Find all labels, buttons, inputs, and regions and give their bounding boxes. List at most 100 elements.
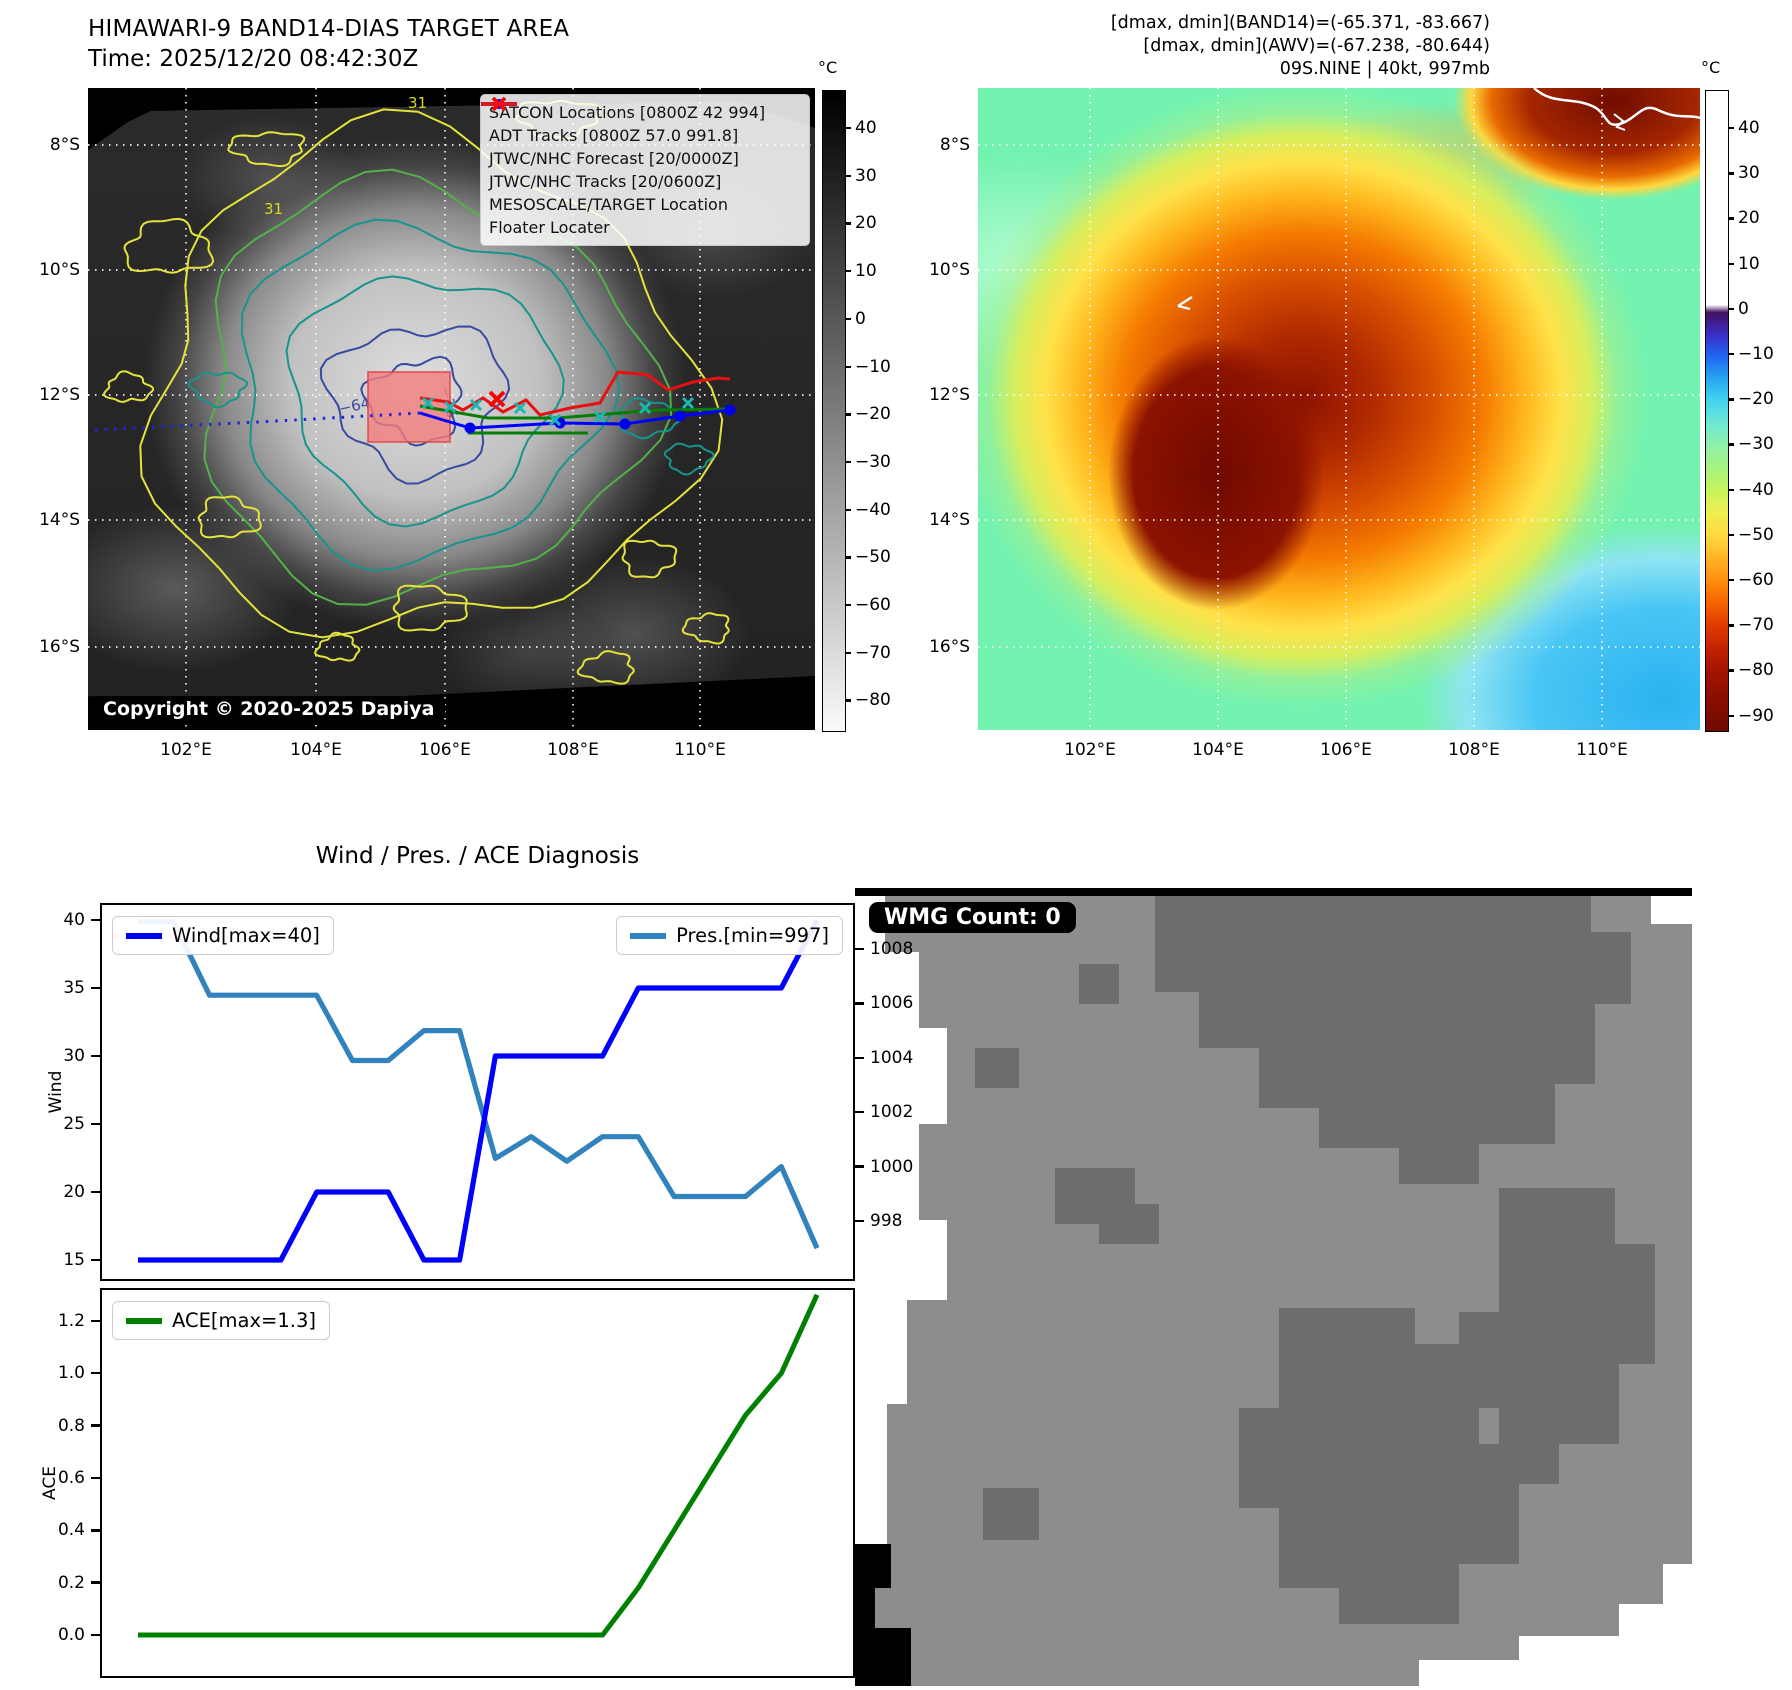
target-area-box — [367, 371, 451, 443]
wmg-count-badge: WMG Count: 0 — [869, 902, 1076, 933]
wmg-mask-image — [855, 888, 1692, 1686]
jtwc-track — [419, 408, 731, 430]
awv-colorbar-tick-label: −70 — [1738, 615, 1774, 636]
wind-ytick-label: 15 — [63, 1250, 85, 1270]
ace-ytick-mark — [91, 1424, 100, 1427]
ace-ytick-label: 0.8 — [57, 1415, 85, 1436]
satcon-marker — [443, 400, 457, 414]
lon-tick-label: 110°E — [1576, 740, 1628, 760]
wind-legend-label: Wind[max=40] — [172, 924, 320, 947]
pressure-legend-box: Pres.[min=997] — [616, 916, 843, 955]
satcon-marker — [421, 396, 435, 410]
adt-track — [419, 404, 731, 420]
wind-ytick-label: 30 — [63, 1046, 85, 1066]
diagnosis-title: Wind / Pres. / ACE Diagnosis — [315, 843, 640, 869]
pressure-ytick-mark — [855, 1219, 864, 1223]
ace-ytick-mark — [91, 1476, 100, 1480]
legend-item-label: SATCON Locations [0800Z 42 994] — [489, 103, 766, 122]
wind-ytick-mark — [91, 1054, 100, 1058]
contour-label: −64 — [337, 394, 372, 418]
pressure-ytick-mark — [855, 1165, 864, 1168]
band14-colorbar-tick-mark — [845, 222, 851, 225]
lat-tick-label: 16°S — [929, 637, 970, 657]
band14-colorbar-tick-mark — [845, 699, 851, 702]
band14-colorbar-tick-label: −10 — [855, 356, 891, 377]
contour-line — [319, 325, 511, 485]
awv-colorbar-tick-mark — [1728, 714, 1734, 717]
band14-colorbar-tick-mark — [845, 413, 851, 416]
ace-ytick-mark — [91, 1581, 100, 1584]
wind-ytick-mark — [91, 918, 100, 922]
awv-colorbar-tick-label: −30 — [1738, 434, 1774, 455]
awv-colorbar-tick-mark — [1728, 488, 1734, 491]
pressure-ytick-label: 998 — [870, 1211, 903, 1231]
satcon-marker — [548, 413, 562, 427]
awv-cloud-image — [978, 88, 1700, 730]
awv-colorbar-tick-mark — [1728, 624, 1734, 627]
wind-marker-icon — [1177, 295, 1193, 311]
band14-colorbar-tick-mark — [845, 365, 851, 368]
lon-tick-label: 102°E — [160, 740, 212, 760]
band14-colorbar-tick-mark — [845, 174, 851, 178]
awv-overlays — [978, 88, 1700, 730]
legend-item-label: ADT Tracks [0800Z 57.0 991.8] — [489, 126, 739, 145]
band14-colorbar-tick-label: −50 — [855, 547, 891, 568]
contour-line — [285, 275, 565, 528]
jtwc-track-point — [674, 410, 686, 422]
jtwc-track-point — [619, 418, 631, 430]
copyright-badge: Copyright © 2020-2025 Dapiya — [92, 696, 446, 722]
lat-tick-label: 16°S — [39, 637, 80, 657]
contour-line — [576, 650, 635, 685]
wind-ytick-label: 35 — [63, 978, 85, 998]
wmg-top-edge — [855, 888, 1692, 896]
legend-item: JTWC/NHC Forecast [20/0000Z] — [481, 102, 801, 169]
pressure-line — [138, 919, 820, 1250]
ace-legend-swatch — [126, 1317, 162, 1324]
band14-colorbar-tick-label: −30 — [855, 451, 891, 472]
awv-colorbar-tick-mark — [1728, 217, 1734, 220]
awv-colorbar-tick-mark — [1728, 579, 1734, 582]
ace-ytick-label: 1.0 — [57, 1363, 85, 1384]
lat-tick-label: 12°S — [39, 385, 80, 405]
wind-ytick-mark — [91, 1190, 100, 1194]
band14-title: HIMAWARI-9 BAND14-DIAS TARGET AREA — [88, 16, 570, 42]
contour-line — [240, 218, 621, 572]
ace-ytick-label: 0.4 — [57, 1520, 85, 1541]
wind-ytick-label: 20 — [63, 1182, 85, 1202]
band14-colorbar-tick-label: −70 — [855, 642, 891, 663]
ace-legend-label: ACE[max=1.3] — [172, 1309, 316, 1332]
lat-tick-label: 8°S — [939, 135, 970, 155]
wmg-dense-cloud — [1055, 1168, 1159, 1244]
wind-ytick-label: 25 — [63, 1114, 85, 1134]
awv-colorbar-tick-mark — [1728, 353, 1734, 356]
awv-colorbar-tick-label: 0 — [1738, 298, 1749, 319]
satcon-marker — [513, 401, 527, 415]
ace-ytick-label: 0.2 — [57, 1572, 85, 1593]
awv-colorbar-tick-mark — [1728, 127, 1734, 130]
ace-line — [138, 1293, 820, 1638]
pressure-ytick-mark — [855, 1002, 864, 1005]
legend-item-label: JTWC/NHC Forecast [20/0000Z] — [489, 149, 739, 168]
contour-line — [621, 539, 678, 579]
band14-colorbar-unit: °C — [818, 58, 838, 77]
lon-tick-label: 108°E — [547, 740, 599, 760]
pressure-ytick-mark — [855, 1111, 864, 1114]
band14-colorbar-tick-label: −80 — [855, 690, 891, 711]
contour-label: 31 — [264, 200, 283, 218]
wmg-dense-cloud — [1239, 1308, 1519, 1624]
band14-legend: SATCON Locations [0800Z 42 994] ADT Track… — [480, 94, 810, 246]
wmg-dense-cloud — [1459, 1188, 1655, 1484]
awv-colorbar-tick-label: −20 — [1738, 389, 1774, 410]
wmg-clear-area — [1651, 896, 1692, 924]
awv-colorbar-tick-label: −40 — [1738, 479, 1774, 500]
contour-line — [227, 131, 306, 168]
band14-time: Time: 2025/12/20 08:42:30Z — [88, 46, 419, 72]
band14-colorbar-tick-label: 40 — [855, 118, 877, 138]
legend-item: Floater Locater — [481, 102, 801, 238]
legend-item-label: Floater Locater — [489, 218, 610, 237]
legend-item-label: MESOSCALE/TARGET Location — [489, 195, 728, 214]
legend-item: SATCON Locations [0800Z 42 994] — [489, 96, 801, 123]
awv-colorbar-tick-label: −90 — [1738, 705, 1774, 726]
band14-colorbar-tick-mark — [845, 317, 851, 321]
wind-ytick-mark — [91, 986, 100, 990]
